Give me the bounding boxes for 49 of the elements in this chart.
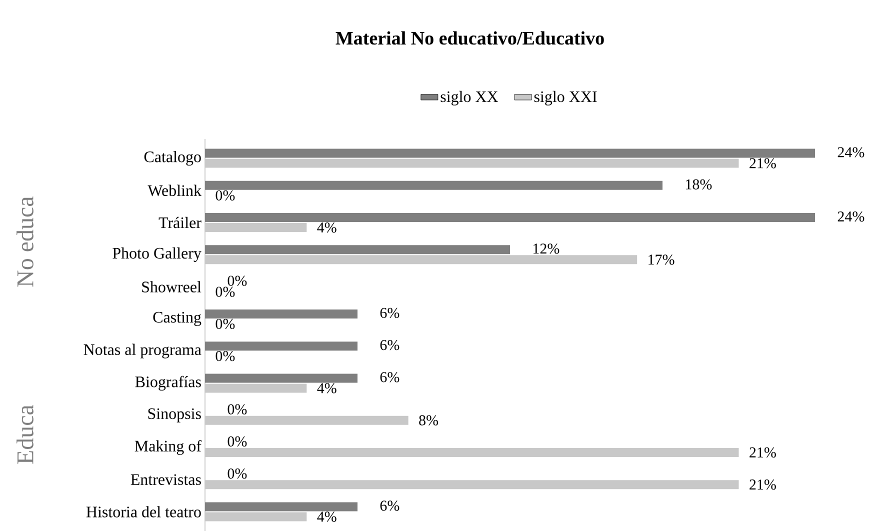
data-label: 6% bbox=[380, 340, 400, 350]
data-label: 0% bbox=[228, 404, 247, 414]
bar bbox=[205, 448, 739, 457]
data-label: 24% bbox=[838, 211, 864, 222]
data-label: 4% bbox=[317, 383, 336, 394]
y-tick-label: Making of bbox=[134, 440, 202, 455]
data-label: 12% bbox=[534, 244, 560, 254]
data-label: 6% bbox=[380, 308, 400, 318]
data-label: 8% bbox=[419, 415, 438, 426]
data-label: 0% bbox=[228, 436, 247, 447]
y-tick-label: Notas al programa bbox=[84, 344, 202, 358]
data-label: 0% bbox=[216, 350, 235, 362]
text: No educa bbox=[16, 196, 34, 287]
data-label: 0% bbox=[228, 468, 247, 479]
y-tick-label: Entrevistas bbox=[130, 474, 201, 485]
data-label: 21% bbox=[750, 447, 776, 458]
text: Educa bbox=[16, 404, 34, 464]
y-tick-label: Weblink bbox=[148, 184, 202, 196]
y-tick-label: Catalogo bbox=[144, 150, 201, 166]
y-tick-label: Tráiler bbox=[158, 216, 202, 228]
data-label: 0% bbox=[216, 190, 235, 200]
data-label: 0% bbox=[228, 276, 247, 286]
y-tick-label: Historia del teatro bbox=[86, 506, 201, 518]
data-label: 4% bbox=[317, 222, 336, 233]
data-label: 18% bbox=[686, 179, 712, 190]
bar bbox=[205, 512, 307, 522]
y-tick-label: Showreel bbox=[142, 281, 202, 292]
data-label: 6% bbox=[380, 500, 400, 511]
bar bbox=[205, 416, 408, 425]
data-label: 6% bbox=[380, 372, 400, 382]
data-label: 0% bbox=[216, 318, 235, 330]
bar bbox=[205, 384, 307, 393]
bar bbox=[205, 158, 739, 168]
y-tick-label: Sinopsis bbox=[148, 408, 201, 422]
data-label: 21% bbox=[750, 158, 776, 168]
bar bbox=[205, 480, 739, 490]
data-label: 24% bbox=[838, 147, 864, 158]
y-tick-label: Photo Gallery bbox=[112, 247, 202, 262]
data-label: 0% bbox=[216, 286, 235, 297]
chart-title: Material No educativo/Educativo bbox=[336, 31, 604, 45]
legend-label: siglo XX bbox=[440, 90, 498, 106]
data-label: 4% bbox=[317, 512, 336, 522]
y-tick-label: Casting bbox=[153, 312, 202, 326]
y-tick-label: Biografías bbox=[135, 376, 201, 391]
bar bbox=[205, 223, 307, 232]
data-label: 21% bbox=[750, 480, 776, 490]
data-label: 17% bbox=[648, 254, 674, 265]
legend-label: siglo XXI bbox=[534, 90, 597, 106]
bar bbox=[205, 255, 638, 264]
